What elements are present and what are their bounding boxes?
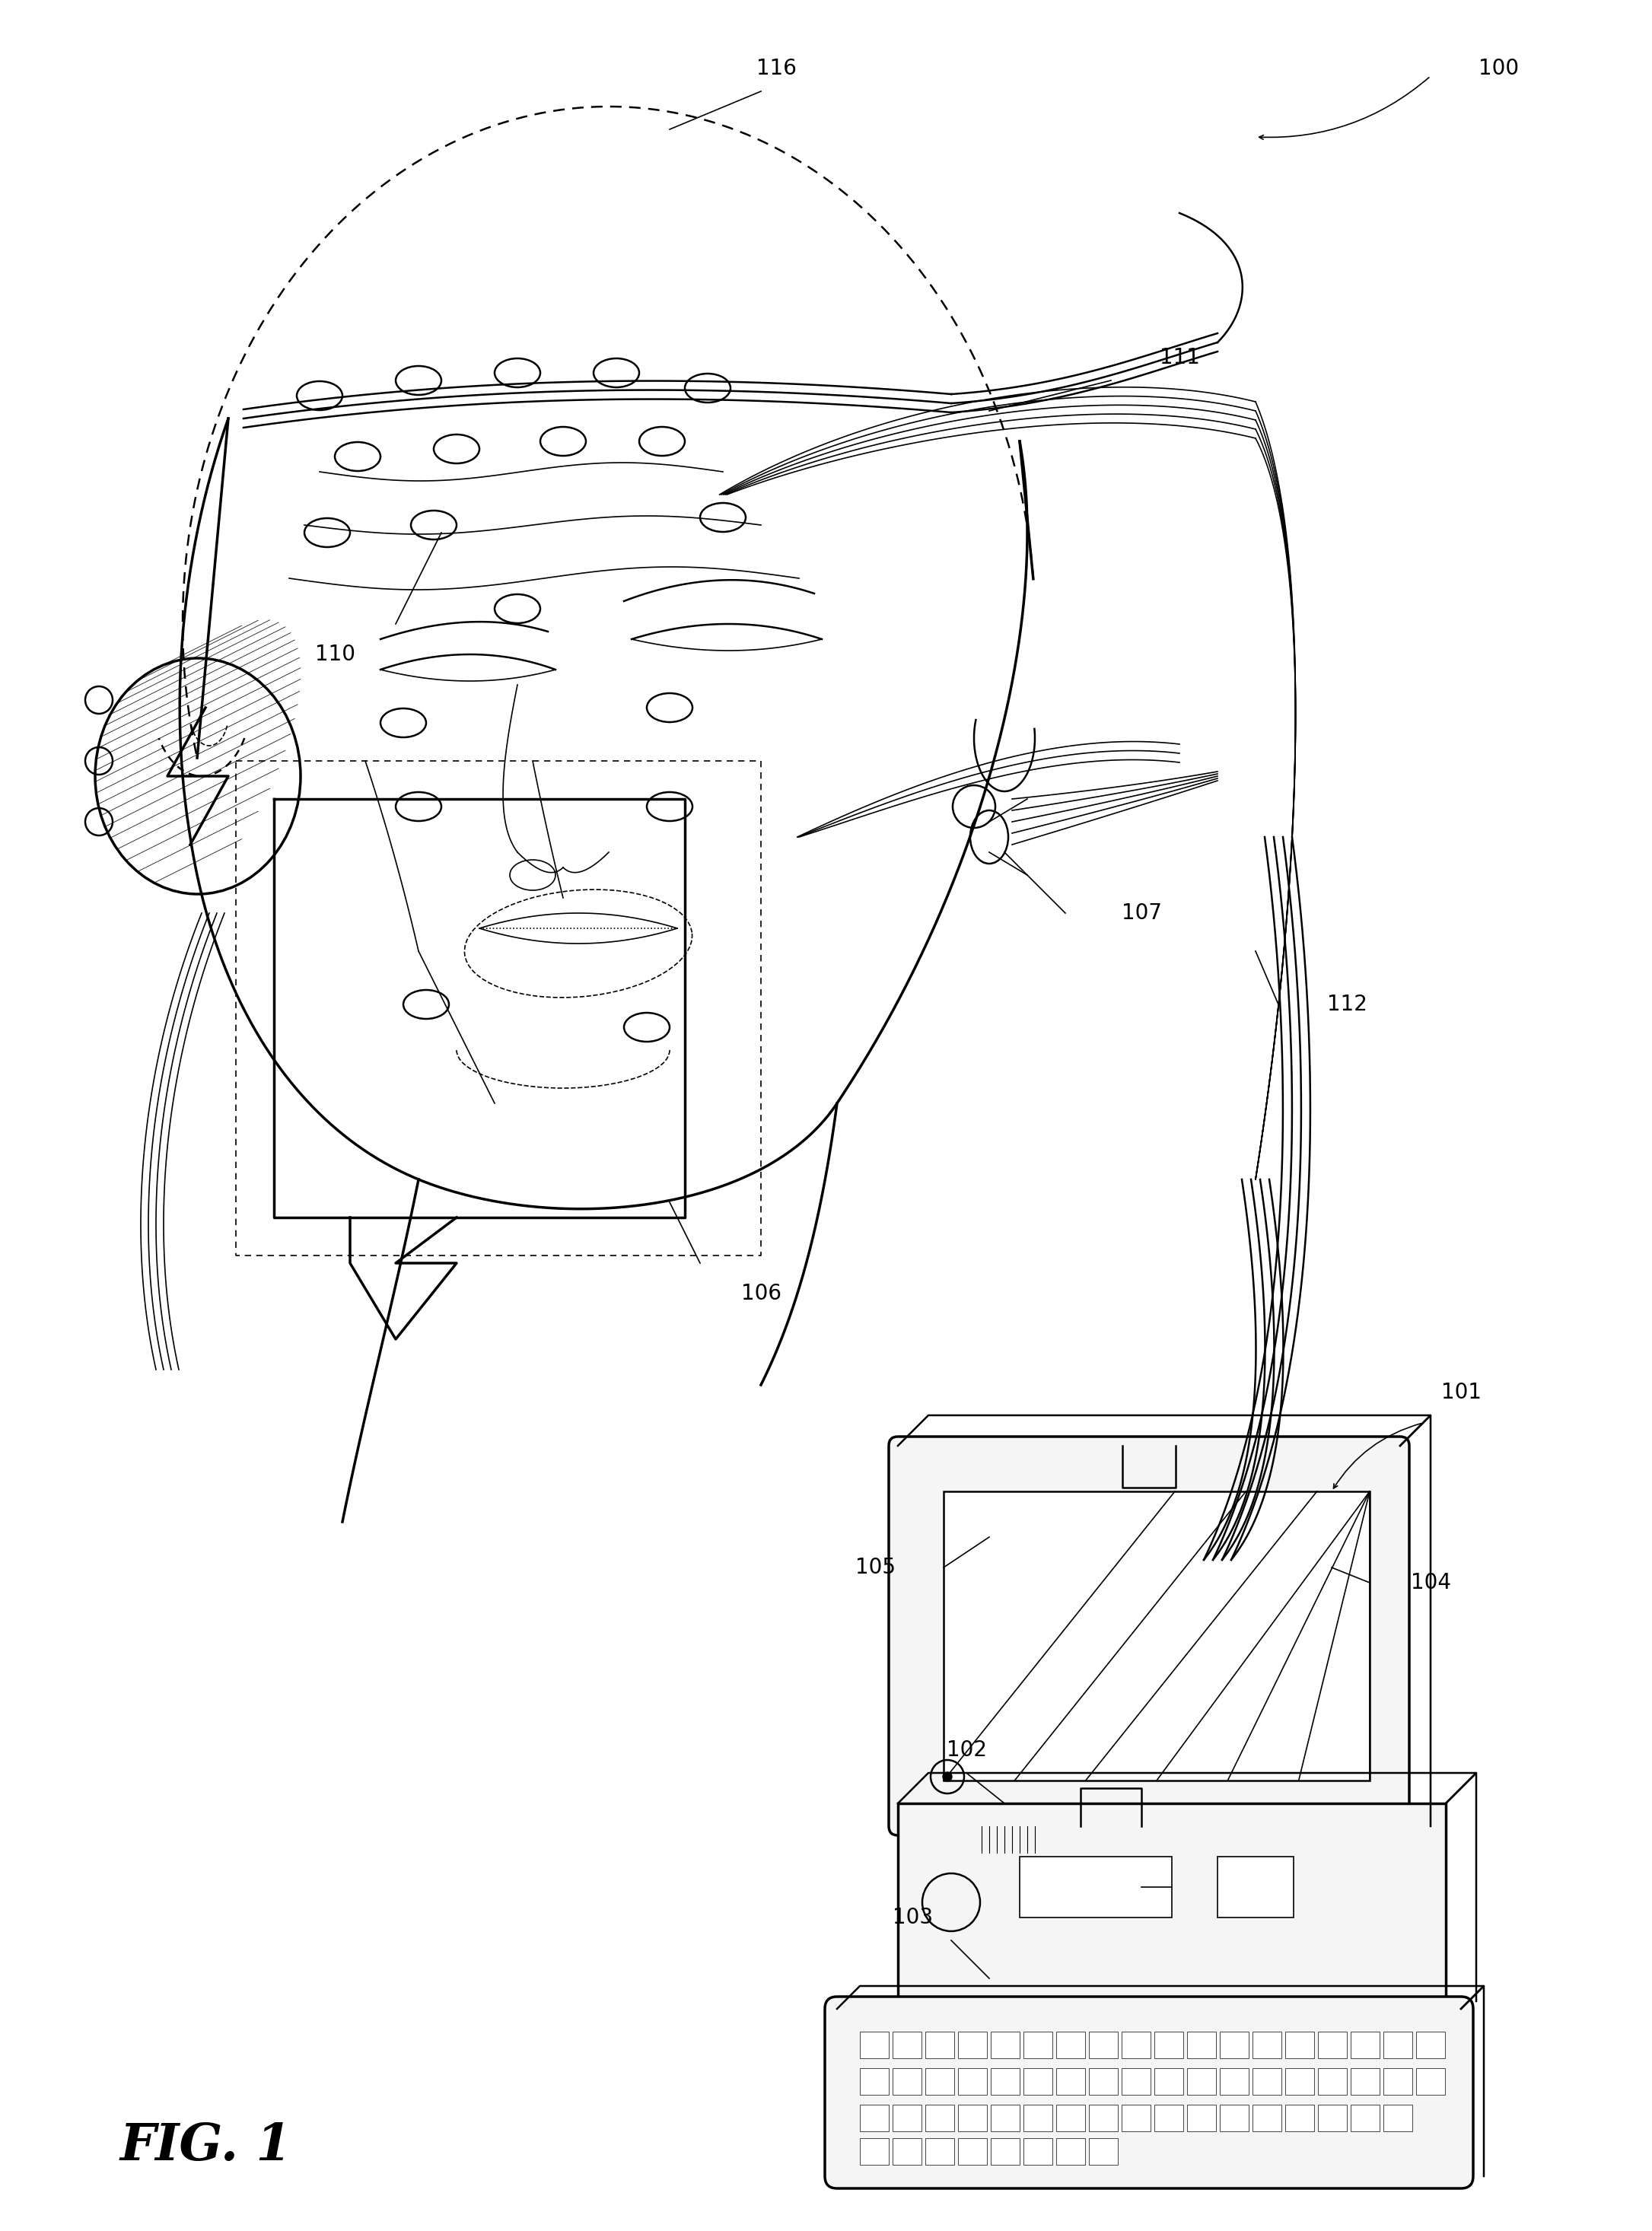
Bar [859,2032,889,2059]
Bar [1089,2137,1118,2164]
Bar [892,2032,922,2059]
Bar [991,2032,1019,2059]
Text: 105: 105 [856,1557,895,1577]
Bar [1285,2068,1313,2095]
Text: 116: 116 [757,58,796,78]
Bar [1019,1856,1171,1916]
Text: 103: 103 [894,1908,933,1928]
Bar [892,2068,922,2095]
Bar [1318,2068,1346,2095]
Bar [1188,2032,1216,2059]
Bar [1024,2068,1052,2095]
Bar [1089,2104,1118,2131]
Bar [1416,2032,1446,2059]
Bar [1089,2068,1118,2095]
Bar [1351,2068,1379,2095]
Bar [859,2104,889,2131]
Bar [1285,2104,1313,2131]
Text: 112: 112 [1327,993,1366,1015]
FancyBboxPatch shape [824,1997,1474,2189]
Bar [1416,2068,1446,2095]
Text: 102: 102 [947,1740,986,1760]
Bar [1318,2032,1346,2059]
Bar [1155,2032,1183,2059]
Bar [1219,2104,1249,2131]
Bar [943,1490,1370,1780]
Bar [1383,2032,1412,2059]
Text: 104: 104 [1411,1573,1450,1593]
Bar [1351,2104,1379,2131]
Bar [892,2137,922,2164]
Text: 110: 110 [314,645,355,665]
Bar [925,2032,955,2059]
Bar [1122,2068,1150,2095]
Bar [1218,1856,1294,1916]
Text: 100: 100 [1479,58,1520,78]
Bar [892,2104,922,2131]
Bar [925,2137,955,2164]
Bar [1089,2032,1118,2059]
Bar [925,2104,955,2131]
Bar [958,2068,986,2095]
Bar [859,2068,889,2095]
Bar [991,2104,1019,2131]
Bar [899,1803,1446,2001]
Bar [1024,2032,1052,2059]
Bar [1122,2104,1150,2131]
Bar [1252,2104,1282,2131]
Bar [1383,2068,1412,2095]
Bar [1285,2032,1313,2059]
Bar [1024,2104,1052,2131]
Bar [958,2104,986,2131]
Text: 106: 106 [740,1283,781,1305]
Bar [1056,2104,1085,2131]
Bar [1056,2137,1085,2164]
Bar [1252,2068,1282,2095]
FancyBboxPatch shape [889,1437,1409,1836]
Bar [958,2137,986,2164]
Circle shape [943,1771,952,1780]
Bar [1219,2068,1249,2095]
Bar [1122,2032,1150,2059]
Bar [1383,2104,1412,2131]
Bar [1318,2104,1346,2131]
Bar [1351,2032,1379,2059]
Bar [1155,2068,1183,2095]
Bar [1056,2068,1085,2095]
Text: 111: 111 [1160,348,1199,368]
Bar [1252,2032,1282,2059]
Bar [991,2068,1019,2095]
Bar [859,2137,889,2164]
Bar [958,2032,986,2059]
Bar [991,2137,1019,2164]
Text: FIG. 1: FIG. 1 [119,2122,291,2171]
Bar [925,2068,955,2095]
Bar [1155,2104,1183,2131]
Bar [1188,2068,1216,2095]
Text: 101: 101 [1441,1381,1482,1403]
Bar [1056,2032,1085,2059]
Bar [1219,2032,1249,2059]
Bar [1188,2104,1216,2131]
Text: 107: 107 [1122,904,1161,924]
Bar [1024,2137,1052,2164]
